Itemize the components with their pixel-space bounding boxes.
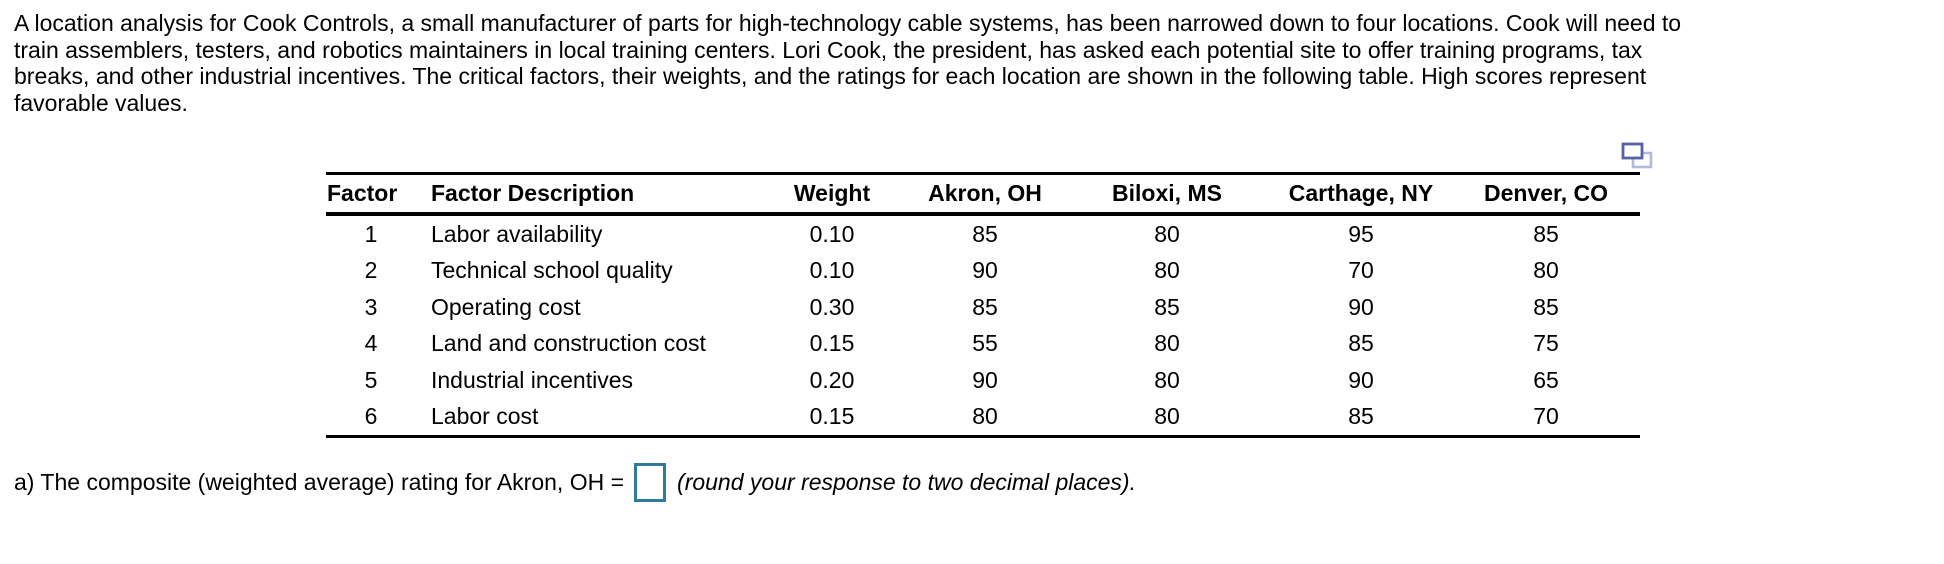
cell-weight: 0.10	[809, 257, 855, 284]
cell-factor: 1	[364, 220, 378, 247]
cell-akron: 85	[972, 220, 998, 247]
cell-description: Land and construction cost	[431, 330, 706, 357]
cell-biloxi: 80	[1154, 220, 1180, 247]
cell-weight: 0.10	[809, 220, 855, 247]
table-row: 6 Labor cost 0.15 80 80 85 70	[326, 399, 1640, 437]
popout-icon-front-window	[1621, 142, 1644, 160]
cell-carthage: 70	[1348, 257, 1374, 284]
cell-description: Industrial incentives	[431, 366, 633, 393]
cell-denver: 85	[1533, 293, 1559, 320]
cell-description: Technical school quality	[431, 257, 673, 284]
cell-biloxi: 85	[1154, 293, 1180, 320]
cell-carthage: 85	[1348, 330, 1374, 357]
cell-factor: 6	[364, 403, 378, 430]
cell-biloxi: 80	[1154, 330, 1180, 357]
popout-icon[interactable]	[1621, 142, 1653, 170]
cell-description: Labor availability	[431, 220, 603, 247]
cell-biloxi: 80	[1154, 257, 1180, 284]
cell-factor: 5	[364, 366, 378, 393]
cell-denver: 80	[1533, 257, 1559, 284]
cell-description: Labor cost	[431, 403, 539, 430]
question-text: a) The composite (weighted average) rati…	[14, 468, 625, 495]
question-instruction: (round your response to two decimal plac…	[677, 468, 1136, 495]
cell-factor: 2	[364, 257, 378, 284]
cell-factor: 3	[364, 293, 378, 320]
column-header-factor: Factor	[326, 173, 416, 216]
cell-weight: 0.30	[809, 293, 855, 320]
cell-biloxi: 80	[1154, 366, 1180, 393]
table-row: 3 Operating cost 0.30 85 85 90 85	[326, 289, 1640, 326]
cell-akron: 55	[972, 330, 998, 357]
answer-input[interactable]	[634, 462, 667, 502]
problem-text-line: favorable values.	[14, 89, 188, 116]
cell-weight: 0.15	[809, 330, 855, 357]
factor-rating-table: Factor Factor Description Weight Akron, …	[326, 172, 1640, 438]
cell-akron: 90	[972, 257, 998, 284]
column-header-carthage: Carthage, NY	[1270, 173, 1452, 216]
cell-denver: 65	[1533, 366, 1559, 393]
problem-text-line: train assemblers, testers, and robotics …	[14, 36, 1643, 63]
question-part-a: a) The composite (weighted average) rati…	[14, 462, 1136, 502]
problem-text-line: breaks, and other industrial incentives.…	[14, 63, 1647, 90]
cell-weight: 0.15	[809, 403, 855, 430]
column-header-denver: Denver, CO	[1452, 173, 1640, 216]
cell-akron: 80	[972, 403, 998, 430]
table-row: 4 Land and construction cost 0.15 55 80 …	[326, 326, 1640, 363]
rating-table-container: Factor Factor Description Weight Akron, …	[326, 172, 1640, 438]
problem-statement: A location analysis for Cook Controls, a…	[14, 10, 1681, 116]
table-row: 2 Technical school quality 0.10 90 80 70…	[326, 253, 1640, 290]
cell-biloxi: 80	[1154, 403, 1180, 430]
cell-carthage: 95	[1348, 220, 1374, 247]
cell-carthage: 90	[1348, 293, 1374, 320]
column-header-description: Factor Description	[416, 173, 758, 216]
cell-weight: 0.20	[809, 366, 855, 393]
cell-akron: 90	[972, 366, 998, 393]
table-row: 5 Industrial incentives 0.20 90 80 90 65	[326, 362, 1640, 399]
cell-carthage: 85	[1348, 403, 1374, 430]
cell-akron: 85	[972, 293, 998, 320]
cell-denver: 70	[1533, 403, 1559, 430]
cell-denver: 85	[1533, 220, 1559, 247]
cell-denver: 75	[1533, 330, 1559, 357]
cell-description: Operating cost	[431, 293, 581, 320]
column-header-akron: Akron, OH	[906, 173, 1064, 216]
table-row: 1 Labor availability 0.10 85 80 95 85	[326, 214, 1640, 253]
problem-text-line: A location analysis for Cook Controls, a…	[14, 10, 1682, 36]
table-header-row: Factor Factor Description Weight Akron, …	[326, 173, 1640, 216]
cell-factor: 4	[364, 330, 378, 357]
cell-carthage: 90	[1348, 366, 1374, 393]
column-header-biloxi: Biloxi, MS	[1064, 173, 1270, 216]
column-header-weight: Weight	[758, 173, 906, 216]
